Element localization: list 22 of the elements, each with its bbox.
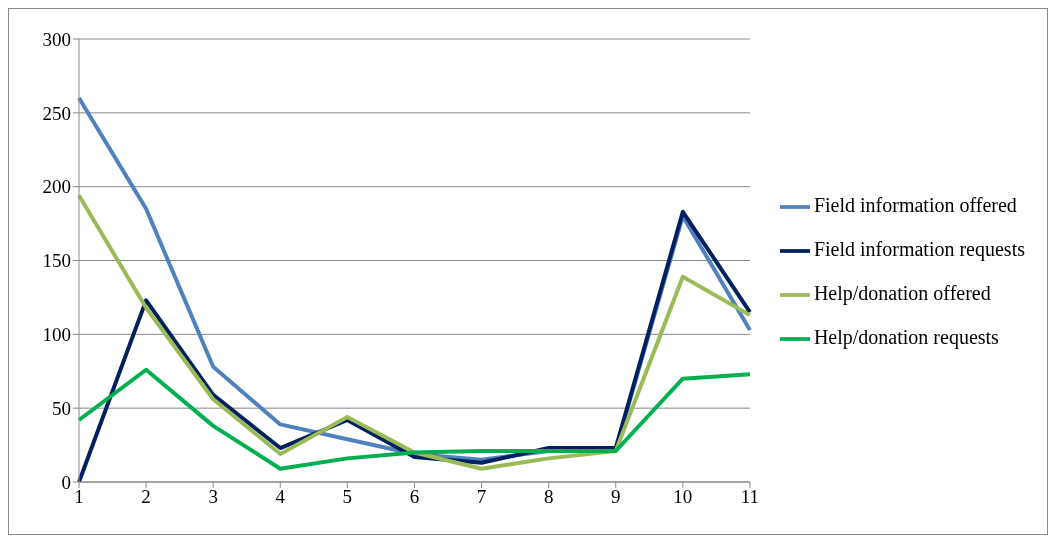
y-tick-label: 0	[61, 471, 71, 493]
x-tick-label: 9	[610, 486, 621, 508]
y-tick-label: 300	[42, 28, 71, 50]
x-tick-label: 10	[673, 486, 693, 508]
x-tick-label: 11	[740, 486, 760, 508]
y-tick-label: 200	[42, 176, 71, 198]
x-tick-label: 3	[208, 486, 218, 508]
y-tick-label: 50	[52, 397, 71, 419]
legend-label: Field information requests	[813, 237, 1025, 260]
y-tick-label: 250	[42, 102, 71, 124]
legend-label: Help/donation requests	[813, 325, 999, 348]
x-tick-label: 5	[342, 486, 353, 508]
legend-label: Field information offered	[813, 193, 1017, 216]
x-tick-label: 7	[476, 486, 487, 508]
x-tick-label: 8	[543, 486, 554, 508]
y-tick-label: 100	[42, 324, 71, 346]
x-tick-label: 4	[275, 486, 286, 508]
x-tick-label: 6	[409, 486, 420, 508]
legend-label: Help/donation offered	[813, 281, 991, 304]
x-tick-label: 2	[141, 486, 151, 508]
y-tick-label: 150	[42, 250, 71, 272]
x-tick-label: 1	[74, 486, 84, 508]
